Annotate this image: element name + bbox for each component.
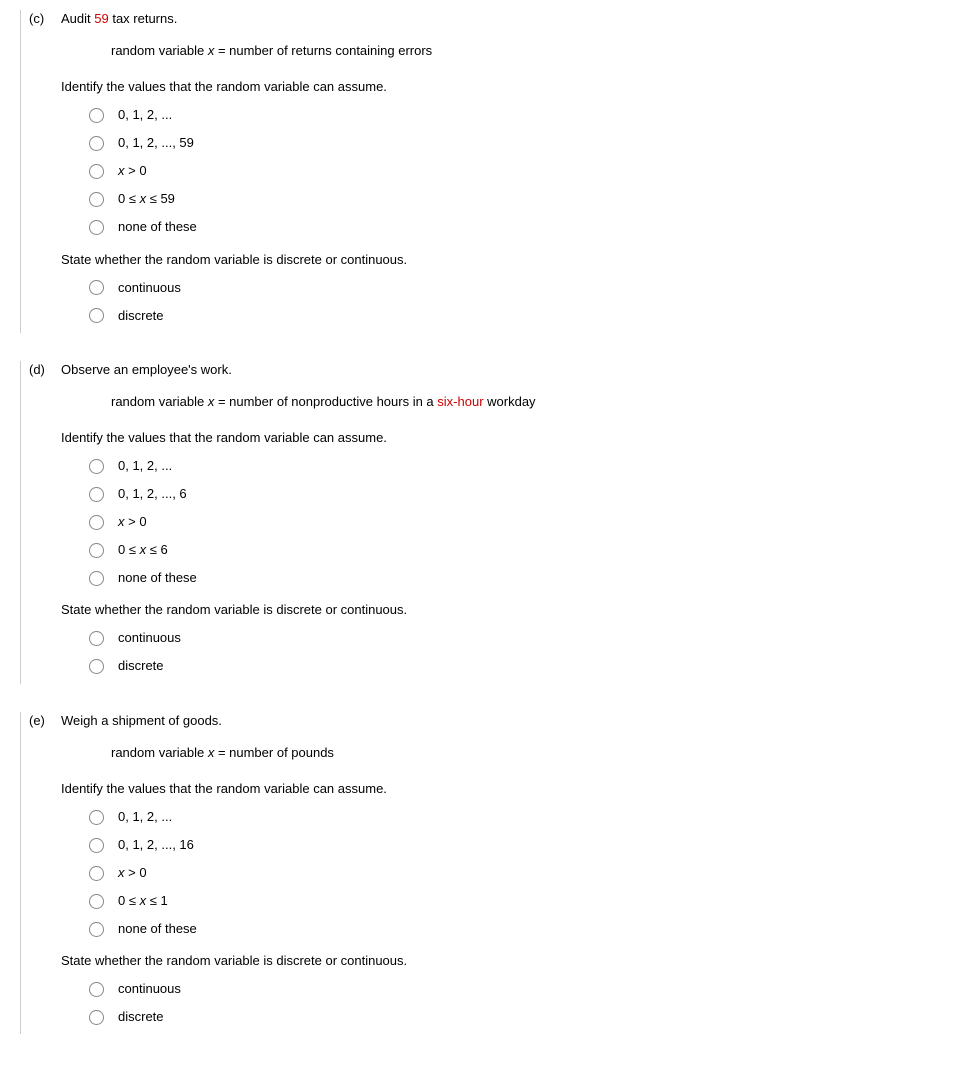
- question-e: (e) Weigh a shipment of goods. random va…: [20, 712, 947, 1035]
- value-option[interactable]: 0, 1, 2, ...: [89, 806, 947, 828]
- radio-icon[interactable]: [89, 108, 104, 123]
- radio-icon[interactable]: [89, 164, 104, 179]
- type-option[interactable]: continuous: [89, 978, 947, 1000]
- value-option[interactable]: none of these: [89, 567, 947, 589]
- value-option[interactable]: x > 0: [89, 511, 947, 533]
- question-label: (d): [25, 361, 61, 379]
- type-option[interactable]: discrete: [89, 1006, 947, 1028]
- radio-icon[interactable]: [89, 515, 104, 530]
- radio-icon[interactable]: [89, 308, 104, 323]
- value-option[interactable]: 0, 1, 2, ..., 6: [89, 483, 947, 505]
- scenario-text: Audit 59 tax returns.: [61, 11, 177, 26]
- radio-icon[interactable]: [89, 659, 104, 674]
- highlight-value: 59: [94, 11, 108, 26]
- value-option[interactable]: 0 ≤ x ≤ 59: [89, 189, 947, 211]
- type-option[interactable]: discrete: [89, 305, 947, 327]
- value-option[interactable]: 0, 1, 2, ..., 59: [89, 133, 947, 155]
- radio-icon[interactable]: [89, 982, 104, 997]
- value-option[interactable]: x > 0: [89, 161, 947, 183]
- value-option[interactable]: 0, 1, 2, ...: [89, 455, 947, 477]
- radio-icon[interactable]: [89, 866, 104, 881]
- state-prompt: State whether the random variable is dis…: [61, 251, 947, 269]
- value-option[interactable]: x > 0: [89, 862, 947, 884]
- value-options: 0, 1, 2, ... 0, 1, 2, ..., 16 x > 0 0 ≤ …: [89, 806, 947, 940]
- radio-icon[interactable]: [89, 459, 104, 474]
- value-option[interactable]: 0, 1, 2, ...: [89, 105, 947, 127]
- type-option[interactable]: continuous: [89, 277, 947, 299]
- scenario-text: Observe an employee's work.: [61, 362, 232, 377]
- identify-prompt: Identify the values that the random vari…: [61, 429, 947, 447]
- radio-icon[interactable]: [89, 922, 104, 937]
- value-option[interactable]: 0, 1, 2, ..., 16: [89, 834, 947, 856]
- radio-icon[interactable]: [89, 838, 104, 853]
- value-option[interactable]: 0 ≤ x ≤ 1: [89, 890, 947, 912]
- random-variable-definition: random variable x = number of nonproduct…: [111, 393, 947, 411]
- identify-prompt: Identify the values that the random vari…: [61, 78, 947, 96]
- random-variable-definition: random variable x = number of returns co…: [111, 42, 947, 60]
- radio-icon[interactable]: [89, 571, 104, 586]
- radio-icon[interactable]: [89, 487, 104, 502]
- scenario-text: Weigh a shipment of goods.: [61, 713, 222, 728]
- identify-prompt: Identify the values that the random vari…: [61, 780, 947, 798]
- state-prompt: State whether the random variable is dis…: [61, 952, 947, 970]
- question-d: (d) Observe an employee's work. random v…: [20, 361, 947, 684]
- radio-icon[interactable]: [89, 631, 104, 646]
- value-options: 0, 1, 2, ... 0, 1, 2, ..., 59 x > 0 0 ≤ …: [89, 105, 947, 239]
- highlight-value: six-hour: [437, 394, 483, 409]
- state-prompt: State whether the random variable is dis…: [61, 601, 947, 619]
- radio-icon[interactable]: [89, 810, 104, 825]
- radio-icon[interactable]: [89, 280, 104, 295]
- type-options: continuous discrete: [89, 978, 947, 1028]
- radio-icon[interactable]: [89, 543, 104, 558]
- radio-icon[interactable]: [89, 192, 104, 207]
- value-option[interactable]: 0 ≤ x ≤ 6: [89, 539, 947, 561]
- random-variable-definition: random variable x = number of pounds: [111, 744, 947, 762]
- type-options: continuous discrete: [89, 628, 947, 678]
- type-option[interactable]: discrete: [89, 656, 947, 678]
- question-c: (c) Audit 59 tax returns. random variabl…: [20, 10, 947, 333]
- radio-icon[interactable]: [89, 136, 104, 151]
- radio-icon[interactable]: [89, 894, 104, 909]
- value-options: 0, 1, 2, ... 0, 1, 2, ..., 6 x > 0 0 ≤ x…: [89, 455, 947, 589]
- type-option[interactable]: continuous: [89, 628, 947, 650]
- value-option[interactable]: none of these: [89, 217, 947, 239]
- value-option[interactable]: none of these: [89, 918, 947, 940]
- radio-icon[interactable]: [89, 1010, 104, 1025]
- radio-icon[interactable]: [89, 220, 104, 235]
- question-label: (c): [25, 10, 61, 28]
- question-label: (e): [25, 712, 61, 730]
- type-options: continuous discrete: [89, 277, 947, 327]
